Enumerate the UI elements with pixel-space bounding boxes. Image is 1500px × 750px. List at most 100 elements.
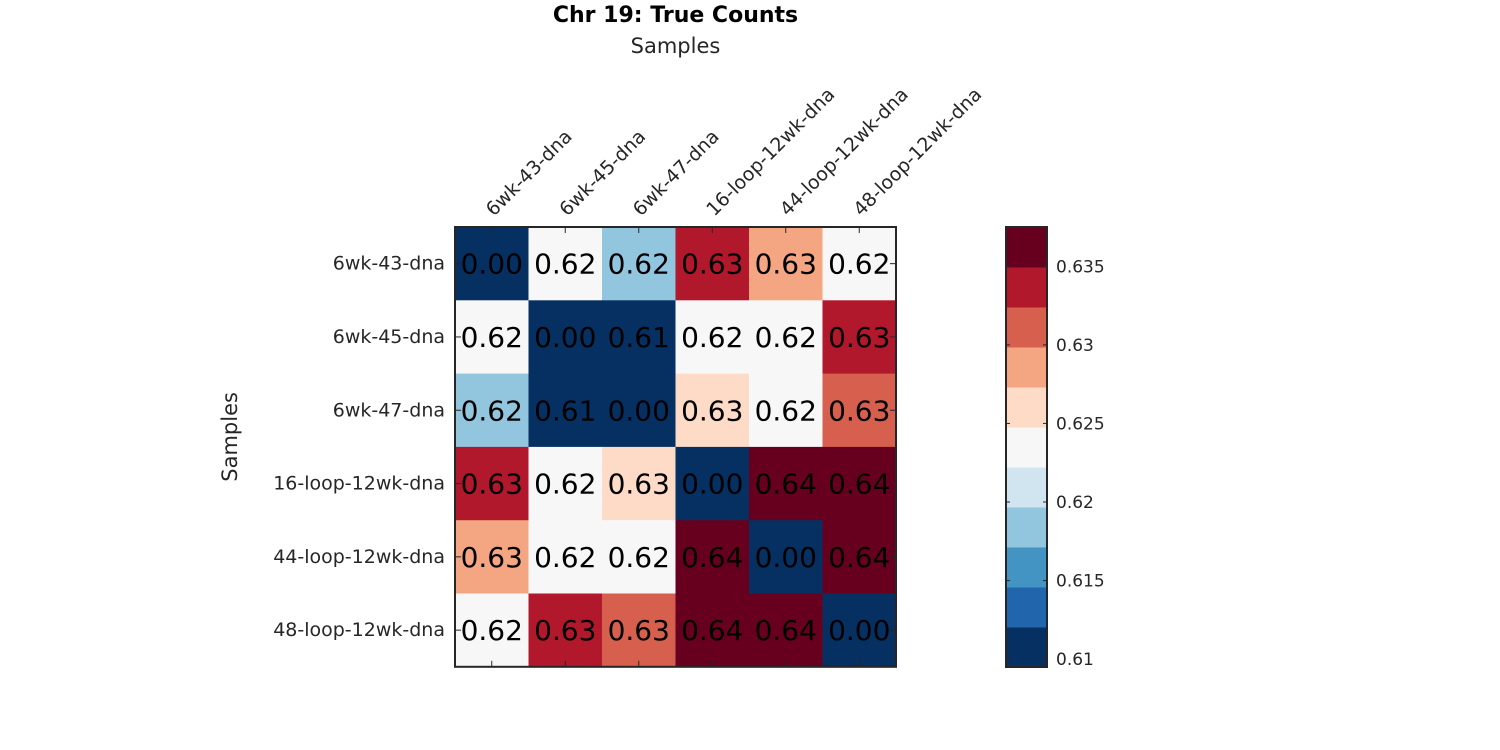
cell-value-label: 0.62 — [461, 394, 523, 427]
cell-value-label: 0.62 — [461, 321, 523, 354]
colorbar-segment — [1006, 387, 1047, 428]
heatmap-cell — [602, 446, 677, 521]
heatmap-cell — [675, 520, 750, 595]
cell-value-label: 0.63 — [534, 614, 596, 647]
y-tick-label: 6wk-45-dna — [333, 326, 445, 348]
cell-value-label: 0.63 — [461, 468, 523, 501]
colorbar-segment — [1006, 427, 1047, 468]
heatmap-cell — [749, 373, 824, 448]
heatmap-cell — [675, 446, 750, 521]
heatmap-cell — [675, 227, 750, 301]
cell-value-label: 0.63 — [681, 394, 743, 427]
cell-value-label: 0.64 — [828, 541, 890, 574]
y-tick-label: 6wk-43-dna — [333, 253, 445, 275]
heatmap-cell — [602, 373, 677, 448]
cell-value-label: 0.62 — [534, 541, 596, 574]
y-tick-label: 48-loop-12wk-dna — [273, 619, 445, 641]
heatmap-cell — [749, 446, 824, 521]
cell-value-label: 0.63 — [461, 541, 523, 574]
colorbar-segment — [1006, 267, 1047, 308]
colorbar-segment — [1006, 467, 1047, 508]
heatmap-cell — [455, 373, 530, 448]
cell-value-label: 0.62 — [681, 321, 743, 354]
heatmap-cell — [528, 520, 603, 595]
cell-value-label: 0.63 — [608, 614, 670, 647]
cell-value-label: 0.62 — [608, 248, 670, 281]
colorbar-tick-label: 0.61 — [1056, 650, 1094, 670]
cell-value-label: 0.00 — [681, 468, 743, 501]
x-tick-label: 44-loop-12wk-dna — [776, 83, 913, 220]
cell-value-label: 0.63 — [828, 321, 890, 354]
heatmap-cell — [822, 593, 897, 668]
cell-value-label: 0.00 — [461, 248, 523, 281]
heatmap-cell — [455, 593, 530, 668]
heatmap-cell — [455, 227, 530, 301]
heatmap-cell — [455, 520, 530, 595]
chart-title: Chr 19: True Counts — [553, 3, 798, 28]
heatmap-cell — [749, 227, 824, 301]
cell-value-label: 0.00 — [608, 394, 670, 427]
cell-value-label: 0.64 — [681, 541, 743, 574]
y-axis-ticks: 6wk-43-dna 6wk-45-dna 6wk-47-dna 16-loop-12… — [273, 253, 896, 641]
colorbar: 0.61 0.615 0.62 0.625 0.63 0.635 — [1005, 226, 1105, 670]
x-tick-label: 16-loop-12wk-dna — [702, 83, 839, 220]
y-axis-label: Samples — [218, 392, 242, 482]
heatmap-cell — [528, 227, 603, 301]
colorbar-tick-label: 0.625 — [1056, 414, 1105, 434]
heatmap-cell — [528, 593, 603, 668]
colorbar-segment — [1006, 547, 1047, 588]
heatmap-cell-labels: 0.00 0.62 0.62 0.63 0.63 0.62 0.62 0.00 0.61 0.62… — [461, 248, 891, 648]
cell-value-label: 0.64 — [681, 614, 743, 647]
cell-value-label: 0.64 — [755, 468, 817, 501]
heatmap-cell — [749, 300, 824, 375]
cell-value-label: 0.62 — [755, 321, 817, 354]
y-tick-label: 6wk-47-dna — [333, 399, 445, 421]
heatmap-cell — [822, 446, 897, 521]
cell-value-label: 0.61 — [534, 394, 596, 427]
heatmap-cell — [822, 520, 897, 595]
cell-value-label: 0.00 — [755, 541, 817, 574]
cell-value-label: 0.61 — [608, 321, 670, 354]
x-tick-label: 48-loop-12wk-dna — [849, 83, 986, 220]
cell-value-label: 0.64 — [828, 468, 890, 501]
heatmap-cell — [602, 520, 677, 595]
cell-value-label: 0.62 — [534, 248, 596, 281]
cell-value-label: 0.62 — [534, 468, 596, 501]
cell-value-label: 0.62 — [755, 394, 817, 427]
colorbar-segment — [1006, 347, 1047, 388]
cell-value-label: 0.00 — [828, 614, 890, 647]
heatmap-cell — [749, 520, 824, 595]
heatmap-cell — [602, 227, 677, 301]
cell-value-label: 0.63 — [828, 394, 890, 427]
cell-value-label: 0.00 — [534, 321, 596, 354]
heatmap-cell — [602, 300, 677, 375]
cell-value-label: 0.64 — [755, 614, 817, 647]
heatmap-cell — [528, 300, 603, 375]
heatmap-cell — [822, 373, 897, 448]
heatmap-cells — [455, 227, 897, 668]
heatmap-cell — [749, 593, 824, 668]
colorbar-tick-label: 0.635 — [1056, 257, 1105, 277]
heatmap-cell — [528, 373, 603, 448]
cell-value-label: 0.62 — [828, 248, 890, 281]
colorbar-tick-label: 0.63 — [1056, 336, 1094, 356]
heatmap-cell — [675, 373, 750, 448]
heatmap-cell — [455, 446, 530, 521]
heatmap-cell — [675, 300, 750, 375]
cell-value-label: 0.63 — [681, 248, 743, 281]
y-tick-label: 16-loop-12wk-dna — [273, 473, 445, 495]
cell-value-label: 0.63 — [608, 468, 670, 501]
x-axis-label: Samples — [631, 34, 721, 58]
heatmap-cell — [528, 446, 603, 521]
colorbar-segment — [1006, 627, 1047, 668]
cell-value-label: 0.63 — [755, 248, 817, 281]
colorbar-tick-label: 0.615 — [1056, 572, 1105, 592]
colorbar-segment — [1006, 587, 1047, 628]
colorbar-frame — [1005, 226, 1048, 668]
colorbar-tick-label: 0.62 — [1056, 493, 1094, 513]
heatmap-cell — [822, 300, 897, 375]
heatmap-cell — [822, 227, 897, 301]
heatmap-cell — [455, 300, 530, 375]
y-tick-label: 44-loop-12wk-dna — [273, 546, 445, 568]
